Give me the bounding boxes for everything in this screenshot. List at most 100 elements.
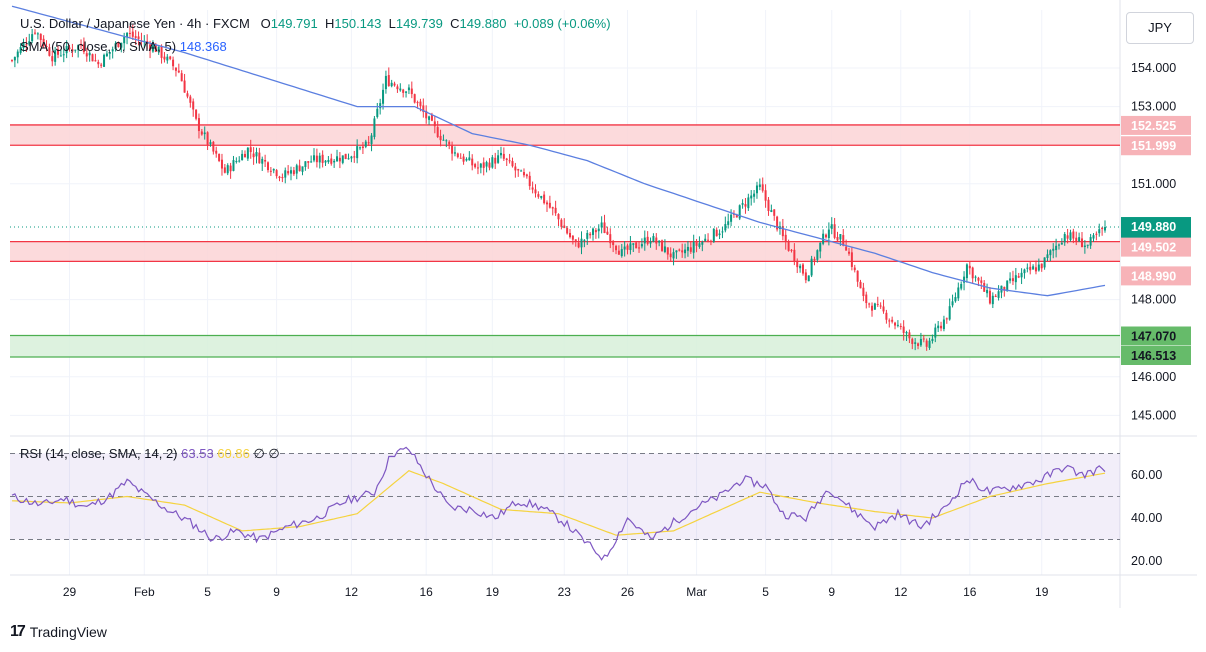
- candle-up: [491, 157, 494, 168]
- candle-up: [356, 146, 359, 159]
- candle-up: [1037, 264, 1040, 271]
- candle-down: [681, 250, 684, 253]
- candle-down: [367, 142, 370, 144]
- candle-down: [876, 303, 879, 305]
- candle-down: [298, 165, 301, 172]
- time-axis-label: 16: [420, 585, 434, 599]
- price-tag-text: 148.990: [1131, 269, 1176, 283]
- candle-up: [364, 141, 367, 147]
- candle-down: [543, 194, 546, 204]
- candle-up: [74, 49, 77, 51]
- candle-down: [796, 260, 799, 268]
- candle-down: [422, 105, 425, 113]
- candle-down: [1003, 286, 1006, 291]
- candle-down: [1011, 278, 1014, 282]
- candle-down: [511, 161, 514, 167]
- candle-down: [1034, 267, 1037, 272]
- candle-down: [666, 247, 669, 255]
- close-label: C: [450, 16, 460, 31]
- candle-down: [594, 230, 597, 233]
- candle-up: [123, 37, 126, 44]
- candle-up: [445, 140, 448, 142]
- candle-up: [151, 45, 154, 52]
- candle-up: [686, 246, 689, 251]
- high-label: H: [324, 16, 335, 31]
- candle-down: [134, 36, 137, 38]
- candle-down: [655, 237, 658, 244]
- candle-up: [272, 169, 275, 171]
- candle-up: [103, 54, 106, 67]
- price-tag-text: 151.999: [1131, 139, 1176, 153]
- sma-legend[interactable]: SMA (50, close, 0, SMA, 5) 148.368: [20, 39, 227, 54]
- candle-down: [117, 42, 120, 48]
- candle-up: [830, 224, 833, 229]
- rsi-line: [11, 446, 1106, 561]
- price-tag-green: [1121, 345, 1191, 365]
- symbol-title[interactable]: U.S. Dollar / Japanese Yen · 4h · FXCM: [20, 16, 250, 31]
- candle-up: [370, 135, 373, 145]
- price-tag-text: 152.525: [1131, 119, 1176, 133]
- candle-down: [940, 325, 943, 329]
- candle-up: [59, 55, 62, 57]
- green-zone: [10, 335, 1120, 357]
- candle-up: [583, 239, 586, 241]
- candle-down: [859, 281, 862, 289]
- candle-up: [1092, 235, 1095, 239]
- candle-down: [456, 153, 459, 158]
- candle-up: [238, 160, 241, 162]
- candle-up: [738, 205, 741, 219]
- candle-down: [97, 61, 100, 65]
- candle-up: [747, 197, 750, 209]
- candle-up: [839, 234, 842, 240]
- candle-down: [353, 156, 356, 158]
- open-label: O: [260, 16, 271, 31]
- candle-up: [750, 195, 753, 199]
- candle-up: [1023, 269, 1026, 274]
- candle-down: [410, 88, 413, 95]
- price-axis-label: 154.000: [1131, 61, 1176, 75]
- candle-up: [1098, 229, 1101, 234]
- rsi-legend[interactable]: RSI (14, close, SMA, 14, 2) 63.53 60.86 …: [20, 446, 280, 462]
- brand-name: TradingView: [29, 624, 107, 640]
- candle-up: [540, 196, 543, 198]
- candle-up: [226, 165, 229, 174]
- sma-line-path: [11, 5, 1106, 297]
- candle-up: [1055, 245, 1058, 251]
- price-tag-text: 149.880: [1131, 220, 1176, 234]
- candle-up: [497, 155, 500, 163]
- candle-up: [336, 156, 339, 162]
- candle-down: [522, 172, 525, 176]
- time-axis-label: 12: [345, 585, 359, 599]
- candle-up: [997, 291, 1000, 298]
- candle-up: [954, 297, 957, 302]
- candle-down: [502, 153, 505, 159]
- candle-down: [433, 121, 436, 127]
- candle-down: [917, 343, 920, 346]
- candle-up: [384, 75, 387, 90]
- candle-down: [945, 318, 948, 320]
- candle-down: [845, 246, 848, 251]
- candle-down: [813, 258, 816, 261]
- candle-down: [824, 234, 828, 238]
- tradingview-logo[interactable]: 17 TradingView: [10, 622, 107, 642]
- time-axis-label: 9: [828, 585, 835, 599]
- candle-down: [882, 306, 885, 312]
- candle-down: [321, 154, 324, 163]
- candle-down: [606, 231, 609, 235]
- candle-down: [258, 152, 261, 164]
- candle-up: [209, 142, 212, 145]
- candle-down: [735, 215, 738, 218]
- currency-button[interactable]: JPY: [1126, 12, 1194, 44]
- candle-up: [758, 184, 761, 187]
- candle-up: [301, 166, 304, 172]
- candle-up: [120, 42, 123, 48]
- candle-up: [741, 203, 744, 205]
- candle-down: [249, 147, 252, 153]
- candle-down: [94, 60, 97, 62]
- candle-down: [163, 56, 166, 60]
- candle-down: [922, 338, 925, 340]
- candle-up: [62, 54, 65, 56]
- candle-down: [715, 229, 718, 237]
- candle-up: [1052, 248, 1055, 251]
